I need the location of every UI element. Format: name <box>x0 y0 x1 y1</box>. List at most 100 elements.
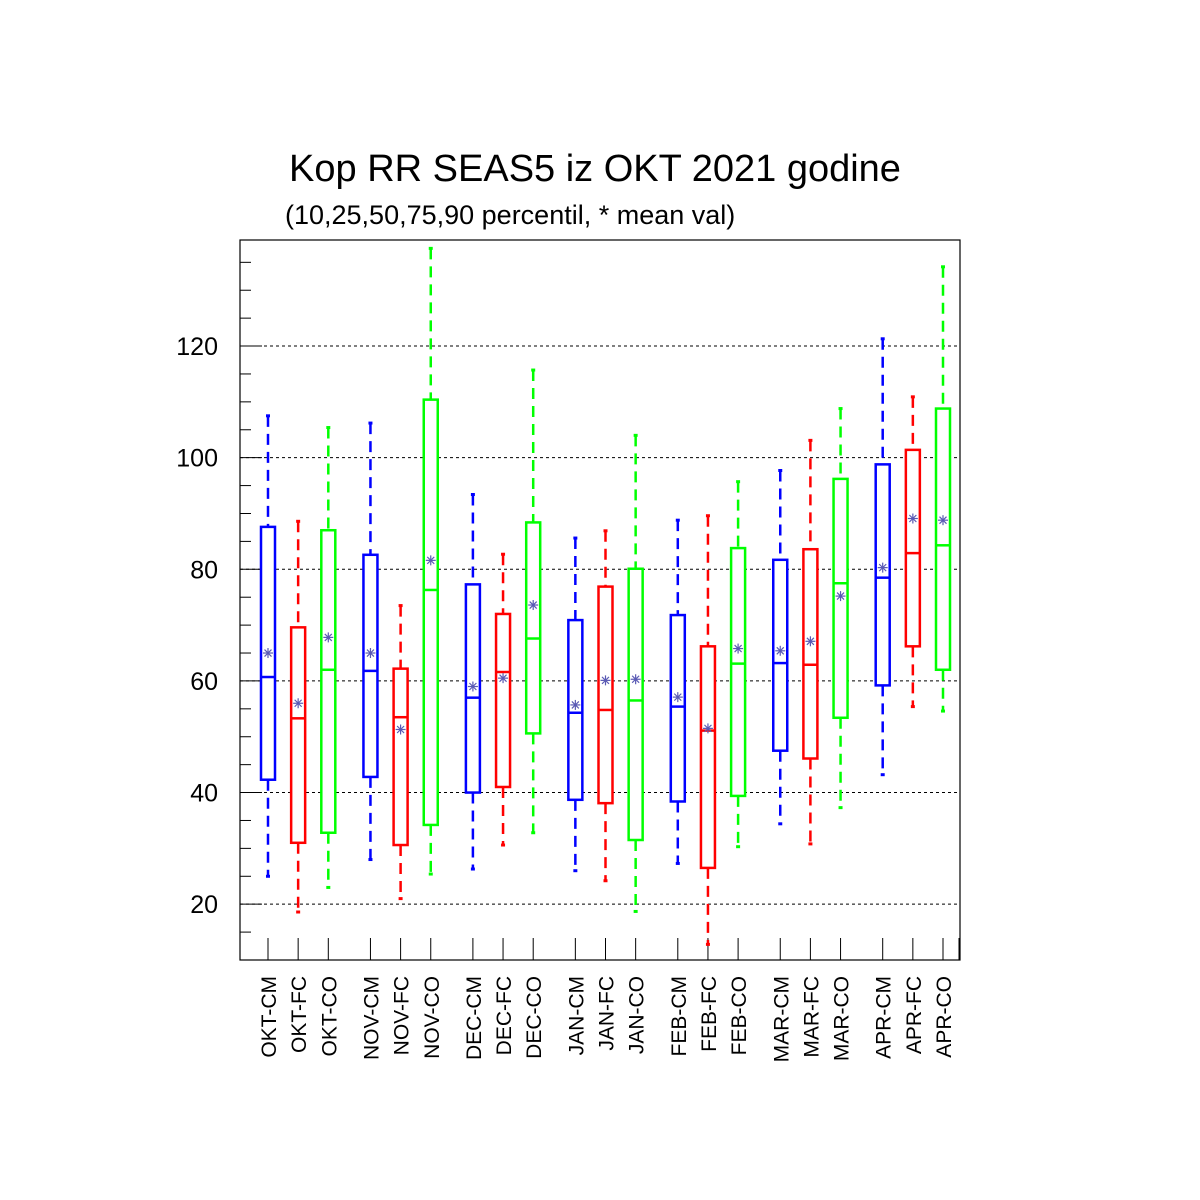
boxes <box>259 246 952 946</box>
box-body <box>627 567 644 842</box>
x-tick-label: FEB-FC <box>698 976 721 1052</box>
mean-stroke <box>366 649 375 657</box>
mean-stroke <box>324 633 333 642</box>
mean-marker <box>395 724 406 735</box>
box-dec-co <box>524 368 542 835</box>
box-dec-cm <box>464 493 482 871</box>
box-mar-fc <box>802 438 819 846</box>
box-feb-cm <box>669 518 687 865</box>
mean-stroke <box>631 675 640 684</box>
mean-stroke <box>806 637 815 646</box>
box-mar-co <box>832 407 849 810</box>
chart-subtitle: (10,25,50,75,90 percentil, * mean val) <box>285 200 736 230</box>
mean-stroke <box>734 644 743 653</box>
mean-marker <box>425 555 436 566</box>
box-jan-fc <box>597 529 614 883</box>
box-okt-co <box>320 426 337 889</box>
mean-stroke <box>529 601 538 609</box>
axes: 20 40 60 80 100 120 <box>176 239 961 961</box>
mean-marker <box>570 699 581 710</box>
mean-stroke <box>673 693 682 702</box>
x-tick-label: JAN-CM <box>565 976 588 1055</box>
box-feb-co <box>729 480 747 849</box>
box-body <box>597 585 614 805</box>
mean-marker <box>805 636 816 647</box>
mean-marker <box>498 673 509 684</box>
y-tick-label: 40 <box>190 780 218 808</box>
box-body <box>874 463 891 687</box>
mean-marker <box>323 632 334 643</box>
x-tick-label: DEC-CM <box>463 976 486 1060</box>
mean-stroke <box>571 701 580 709</box>
mean-marker <box>672 692 683 703</box>
box-body <box>669 613 687 803</box>
box-body <box>729 546 747 798</box>
box-mar-cm <box>772 469 789 826</box>
y-tick-label: 60 <box>190 668 218 696</box>
box-body <box>494 612 512 789</box>
mean-stroke <box>776 646 785 655</box>
box-body <box>934 407 952 672</box>
mean-stroke <box>468 682 477 691</box>
x-tick-label: MAR-CM <box>770 976 793 1062</box>
x-tick-label: NOV-CM <box>360 976 383 1060</box>
box-apr-fc <box>904 395 922 709</box>
x-tick-label: MAR-CO <box>831 976 854 1061</box>
chart-title: Kop RR SEAS5 iz OKT 2021 godine <box>289 148 901 190</box>
mean-marker <box>365 648 376 659</box>
x-tick-label: MAR-FC <box>800 976 823 1058</box>
mean-stroke <box>908 514 917 523</box>
mean-stroke <box>499 674 507 683</box>
mean-stroke <box>426 556 435 565</box>
x-tick-label: APR-CM <box>873 976 896 1059</box>
x-tick-label: JAN-FC <box>596 976 619 1051</box>
box-okt-fc <box>289 519 307 914</box>
x-tick-label: APR-CO <box>933 976 956 1058</box>
box-body <box>524 521 542 735</box>
mean-marker <box>528 600 539 611</box>
category-labels: OKT-CM OKT-FC OKT-CO NOV-CM NOV-FC NOV-CO DEC-… <box>258 976 956 1062</box>
y-tick-label: 80 <box>190 556 218 584</box>
x-tick-label: NOV-CO <box>421 976 444 1059</box>
box-body <box>904 448 922 648</box>
box-nov-co <box>422 246 439 876</box>
mean-marker <box>630 674 641 685</box>
mean-marker <box>877 562 888 573</box>
box-body <box>320 528 337 834</box>
box-body <box>567 618 584 802</box>
mean-marker <box>938 515 948 526</box>
box-body <box>422 398 439 827</box>
x-tick-label: OKT-FC <box>288 976 311 1053</box>
mean-marker <box>835 591 846 602</box>
box-apr-cm <box>874 337 891 777</box>
mean-stroke <box>939 516 947 525</box>
box-body <box>392 667 409 847</box>
x-tick-label: FEB-CM <box>668 976 691 1057</box>
box-jan-cm <box>567 536 584 873</box>
y-tick-label: 100 <box>176 445 218 473</box>
mean-marker <box>702 723 713 734</box>
y-tick-label: 120 <box>176 333 218 361</box>
mean-marker <box>263 648 273 659</box>
mean-stroke <box>294 699 303 708</box>
box-body <box>289 626 307 845</box>
x-tick-label: JAN-CO <box>626 976 649 1054</box>
x-tick-label: OKT-CO <box>318 976 341 1057</box>
box-nov-fc <box>392 604 409 901</box>
mean-marker <box>467 681 478 692</box>
x-tick-label: NOV-FC <box>391 976 414 1055</box>
mean-stroke <box>704 724 712 733</box>
x-tick-label: DEC-CO <box>523 976 546 1059</box>
plot-frame <box>239 239 961 961</box>
box-jan-co <box>627 433 644 913</box>
mean-stroke <box>264 649 272 657</box>
mean-marker <box>775 645 786 656</box>
box-feb-fc <box>699 514 717 946</box>
mean-stroke <box>878 563 887 572</box>
mean-stroke <box>601 676 610 685</box>
box-okt-cm <box>259 414 277 878</box>
box-body <box>362 553 379 779</box>
box-dec-fc <box>494 552 512 847</box>
x-tick-label: OKT-CM <box>258 976 281 1058</box>
mean-stroke <box>396 725 405 734</box>
